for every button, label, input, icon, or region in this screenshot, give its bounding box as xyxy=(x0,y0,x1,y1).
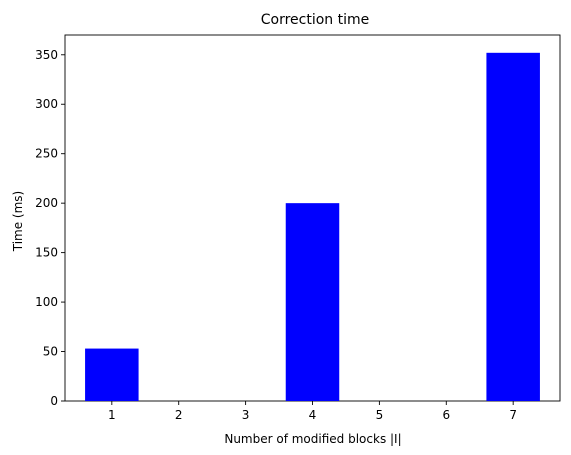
y-tick-label-250: 250 xyxy=(35,147,58,161)
x-tick-label-3: 3 xyxy=(242,408,250,422)
y-tick-label-100: 100 xyxy=(35,295,58,309)
bar-x1 xyxy=(85,348,139,401)
y-tick-label-0: 0 xyxy=(50,394,58,408)
y-axis: 0 50 100 150 200 250 300 350 xyxy=(35,48,65,408)
y-tick-label-200: 200 xyxy=(35,196,58,210)
bar-x7 xyxy=(486,52,540,402)
y-axis-label: Time (ms) xyxy=(11,191,25,253)
x-axis: 1 2 3 4 5 6 7 xyxy=(108,401,517,422)
y-tick-label-150: 150 xyxy=(35,246,58,260)
x-axis-label: Number of modified blocks |I| xyxy=(224,432,401,446)
x-tick-label-4: 4 xyxy=(309,408,317,422)
bars-group xyxy=(85,52,540,402)
x-tick-label-6: 6 xyxy=(442,408,450,422)
y-tick-label-50: 50 xyxy=(43,345,58,359)
x-tick-label-1: 1 xyxy=(108,408,116,422)
x-tick-label-5: 5 xyxy=(376,408,384,422)
y-tick-label-300: 300 xyxy=(35,97,58,111)
chart-title: Correction time xyxy=(261,12,370,28)
y-tick-label-350: 350 xyxy=(35,48,58,62)
x-tick-label-7: 7 xyxy=(509,408,517,422)
bar-x4 xyxy=(285,203,340,401)
x-tick-label-2: 2 xyxy=(175,408,183,422)
